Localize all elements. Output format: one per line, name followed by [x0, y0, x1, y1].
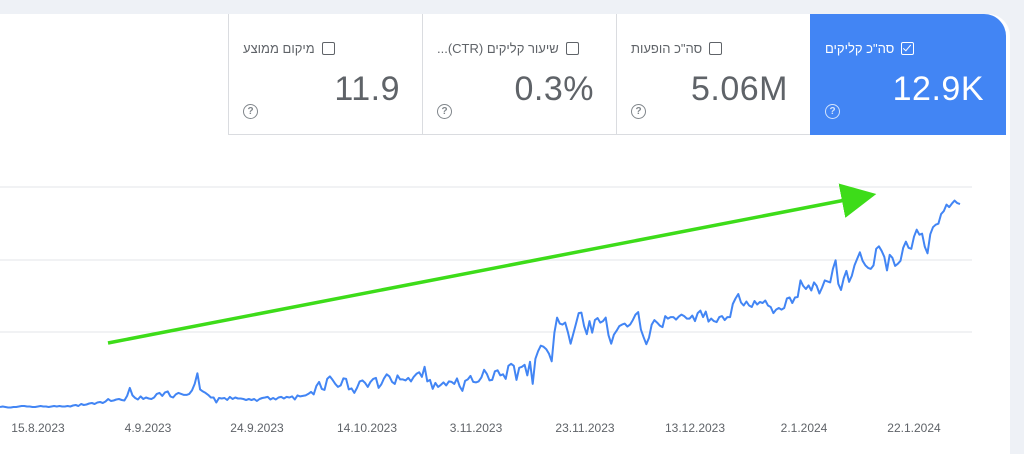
- x-tick-label: 14.10.2023: [337, 421, 397, 435]
- metric-card-average-position[interactable]: מיקום ממוצע 11.9 ?: [228, 14, 422, 135]
- impressions-checkbox[interactable]: [709, 42, 723, 55]
- metric-value: 5.06M: [691, 70, 788, 108]
- metric-label: סה"כ קליקים: [825, 41, 895, 56]
- metric-label: סה"כ הופעות: [631, 41, 703, 56]
- metric-value: 0.3%: [514, 70, 594, 108]
- clicks-checkbox[interactable]: [901, 42, 915, 55]
- x-tick-label: 23.11.2023: [555, 421, 614, 435]
- x-tick-label: 15.8.2023: [11, 421, 65, 435]
- metric-card-ctr[interactable]: שיעור קליקים (CTR)... 0.3% ?: [422, 14, 616, 135]
- x-tick-label: 13.12.2023: [665, 421, 725, 435]
- average-position-checkbox[interactable]: [321, 42, 335, 55]
- x-tick-label: 22.1.2024: [887, 421, 941, 435]
- help-icon[interactable]: ?: [825, 104, 840, 119]
- help-icon[interactable]: ?: [437, 104, 452, 119]
- metric-value: 12.9K: [892, 70, 984, 108]
- trend-arrow: [107, 183, 877, 345]
- ctr-checkbox[interactable]: [565, 42, 579, 55]
- metric-label: מיקום ממוצע: [243, 41, 315, 56]
- clicks-line-chart: 15.8.2023 4.9.2023 24.9.2023 14.10.2023 3.11…: [0, 183, 972, 435]
- metric-cards: מיקום ממוצע 11.9 ? שיעור קליקים (CTR)...…: [228, 14, 1010, 135]
- x-tick-label: 3.11.2023: [450, 421, 503, 435]
- x-tick-label: 24.9.2023: [230, 421, 284, 435]
- metric-card-impressions[interactable]: סה"כ הופעות 5.06M ?: [616, 14, 810, 135]
- help-icon[interactable]: ?: [631, 104, 646, 119]
- help-icon[interactable]: ?: [243, 104, 258, 119]
- chart-gridlines: [0, 186, 972, 333]
- clicks-series-line: [0, 199, 961, 409]
- x-axis-labels: 15.8.2023 4.9.2023 24.9.2023 14.10.2023 3.11…: [11, 421, 941, 435]
- metric-card-clicks[interactable]: סה"כ קליקים 12.9K ?: [810, 14, 1006, 135]
- metric-value: 11.9: [334, 70, 400, 108]
- x-tick-label: 4.9.2023: [125, 421, 172, 435]
- metric-label: שיעור קליקים (CTR)...: [437, 41, 559, 56]
- x-tick-label: 2.1.2024: [781, 421, 828, 435]
